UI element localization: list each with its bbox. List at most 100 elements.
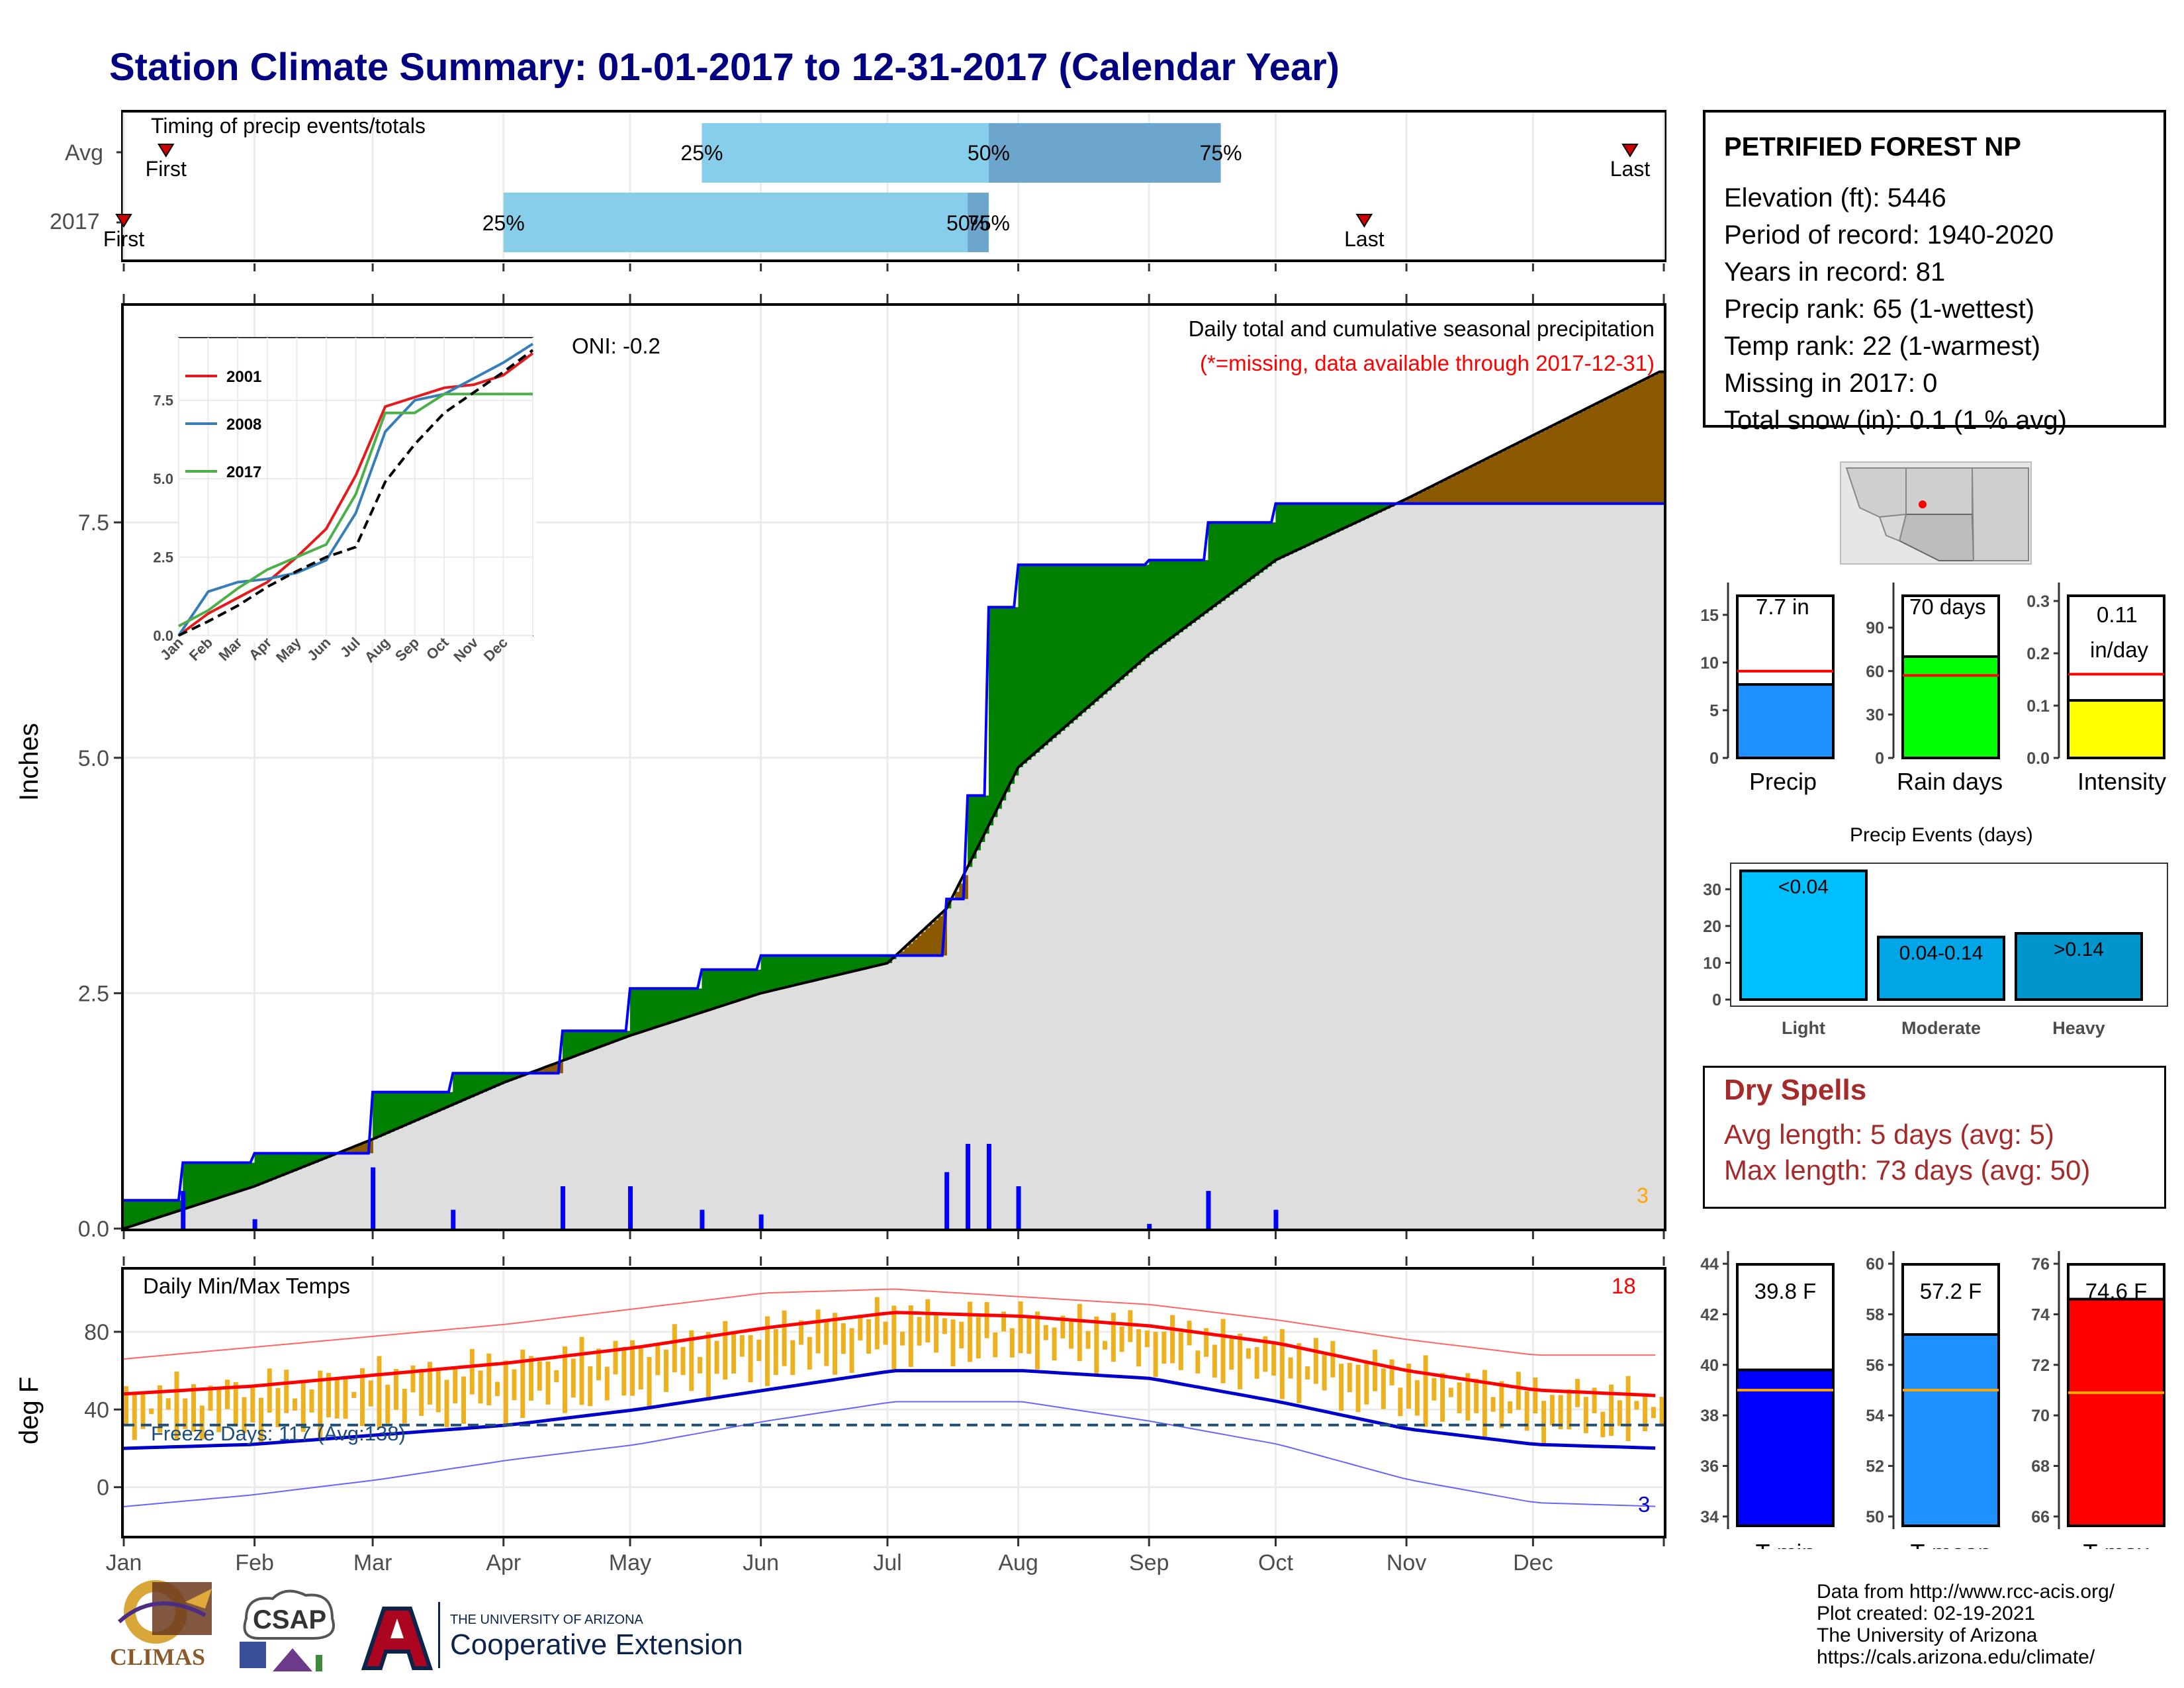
above-normal-fill [1081, 565, 1087, 713]
above-normal-fill [1060, 565, 1066, 731]
daily-precip-bar [371, 1167, 376, 1229]
below-normal-fill [1461, 471, 1467, 504]
daily-temp-bar [1465, 1373, 1471, 1421]
above-normal-fill [1103, 565, 1108, 694]
daily-temp-bar [1541, 1401, 1547, 1444]
above-normal-fill [1153, 560, 1158, 651]
daily-temp-bar [419, 1368, 424, 1416]
above-normal-fill [1123, 565, 1129, 677]
above-normal-fill [773, 955, 778, 990]
above-normal-fill [398, 1092, 403, 1129]
above-normal-fill [1377, 503, 1382, 513]
daily-temp-bar [351, 1391, 357, 1398]
credit-data-source: Data from http://www.rcc-acis.org/ [1817, 1581, 2115, 1603]
tbar-tick-label: 76 [2031, 1255, 2050, 1274]
month-label: Aug [998, 1550, 1038, 1575]
temp-max-count: 18 [1612, 1274, 1636, 1298]
events-bar-label: Light [1782, 1018, 1825, 1038]
above-normal-fill [275, 1153, 281, 1178]
timing-2017-last-marker [1355, 214, 1373, 228]
above-normal-fill [651, 988, 657, 1029]
above-normal-fill [246, 1162, 251, 1190]
above-normal-fill [1161, 560, 1167, 645]
above-normal-fill [680, 988, 686, 1019]
below-normal-fill [913, 939, 918, 956]
above-normal-fill [874, 955, 880, 966]
tbar-label: T-min [1756, 1539, 1815, 1549]
below-normal-fill [1545, 428, 1551, 504]
timing-title: Timing of precip events/totals [151, 114, 426, 138]
daily-temp-bar [731, 1331, 737, 1374]
above-normal-fill [165, 1200, 171, 1215]
daily-temp-bar [942, 1318, 947, 1335]
above-normal-fill [293, 1153, 298, 1172]
above-normal-fill [204, 1162, 209, 1203]
daily-temp-bar [1482, 1370, 1487, 1440]
daily-temp-bar [1035, 1311, 1040, 1370]
below-normal-fill [959, 883, 964, 900]
above-normal-fill [752, 969, 758, 996]
inset-legend-label: 2017 [226, 463, 261, 481]
daily-temp-bar [199, 1405, 205, 1440]
above-normal-fill [1026, 565, 1032, 760]
above-normal-fill [799, 955, 804, 984]
above-normal-fill [807, 955, 812, 982]
daily-temp-bar [1094, 1316, 1099, 1378]
above-normal-fill [984, 795, 989, 834]
tbar-value: 39.8 F [1754, 1279, 1817, 1303]
below-normal-fill [1402, 500, 1407, 504]
below-normal-fill [1588, 407, 1593, 504]
above-normal-fill [1064, 565, 1069, 727]
below-normal-fill [954, 892, 960, 900]
daily-temp-bar [486, 1353, 492, 1405]
below-normal-fill [1499, 452, 1504, 504]
daily-temp-bar [1229, 1338, 1234, 1370]
above-normal-fill [385, 1092, 390, 1134]
daily-precip-bar [700, 1209, 705, 1229]
daily-temp-bar [604, 1366, 610, 1401]
above-normal-fill [782, 955, 787, 988]
dry-spells-avg: Avg length: 5 days (avg: 5) [1724, 1119, 2054, 1150]
avg-max-line [123, 1311, 1656, 1397]
daily-temp-bar [394, 1368, 399, 1410]
daily-temp-bar [1322, 1354, 1327, 1391]
below-normal-fill [929, 923, 934, 956]
daily-temp-bar [1195, 1350, 1201, 1374]
tbar-t-mean [1901, 1333, 2000, 1527]
daily-temp-bar [790, 1340, 796, 1376]
daily-temp-bar [773, 1329, 778, 1376]
daily-temp-bar [1567, 1389, 1572, 1430]
daily-temp-bar [503, 1360, 508, 1425]
daily-temp-bar [1069, 1321, 1074, 1349]
above-normal-fill [976, 795, 981, 851]
events-bar-range: <0.04 [1778, 876, 1829, 898]
above-normal-fill [968, 795, 973, 867]
summary-tick-label: 10 [1700, 654, 1719, 673]
daily-temp-bar [1474, 1378, 1479, 1413]
climas-logo-text: CLIMAS [110, 1644, 206, 1670]
events-bar-label: Heavy [2052, 1018, 2105, 1038]
station-years: Years in record: 81 [1724, 258, 1946, 287]
daily-temp-bar [1297, 1343, 1302, 1403]
daily-temp-bar [799, 1320, 804, 1345]
daily-temp-bar [698, 1356, 703, 1374]
tbar-tick-label: 54 [1866, 1407, 1884, 1425]
above-normal-fill [1224, 522, 1230, 598]
below-normal-fill [1478, 463, 1483, 504]
above-normal-fill [1322, 503, 1327, 539]
dry-spells-max: Max length: 73 days (avg: 50) [1724, 1154, 2091, 1186]
above-normal-fill [296, 1153, 302, 1170]
above-normal-fill [676, 988, 682, 1021]
daily-precip-bar [966, 1143, 971, 1229]
above-normal-fill [1178, 560, 1184, 633]
daily-temp-bar [824, 1319, 829, 1366]
credits: Data from http://www.rcc-acis.org/ Plot … [1817, 1581, 2115, 1668]
above-normal-fill [499, 1073, 504, 1085]
daily-temp-bar [664, 1349, 669, 1392]
above-normal-fill [1297, 503, 1302, 551]
above-normal-fill [575, 1031, 580, 1056]
below-normal-fill [1537, 433, 1542, 504]
month-label: Feb [235, 1550, 274, 1575]
timing-avg-last-marker [1621, 144, 1639, 158]
tbar-tick-label: 50 [1866, 1508, 1884, 1526]
